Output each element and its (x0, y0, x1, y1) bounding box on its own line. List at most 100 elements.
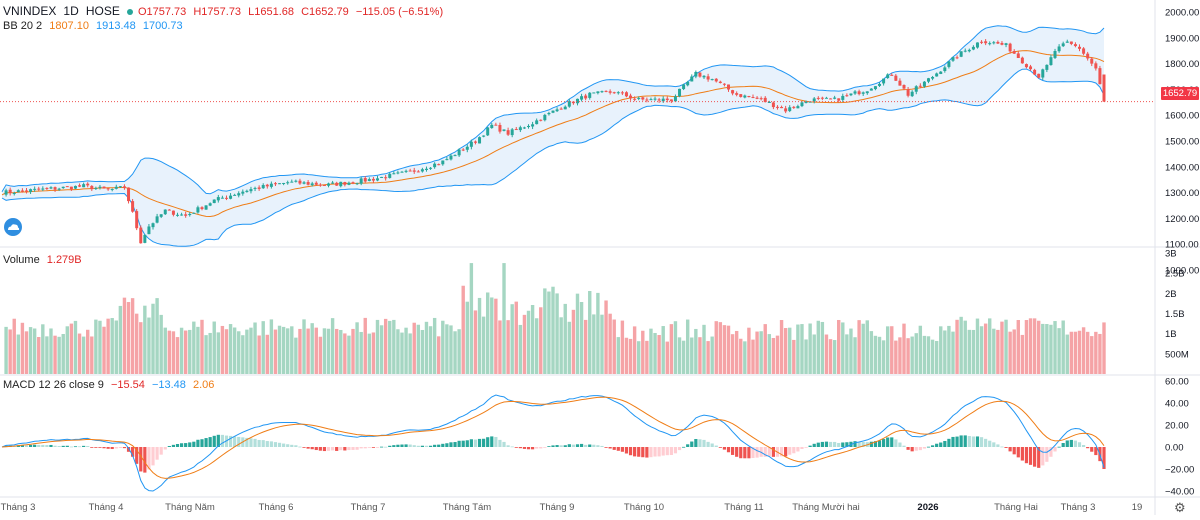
volume-legend[interactable]: Volume 1.279B (3, 254, 86, 266)
volume-bar (657, 335, 661, 374)
macd-histogram-bar (94, 447, 98, 448)
macd-histogram-bar (433, 444, 437, 447)
macd-histogram-bar (192, 441, 196, 447)
volume-bar (1094, 331, 1098, 374)
volume-bar (481, 316, 486, 374)
candle-body (1053, 50, 1057, 58)
close-value: C1652.79 (301, 6, 349, 18)
candle-body (890, 74, 894, 76)
macd-legend[interactable]: MACD 12 26 close 9 −15.54 −13.48 2.06 (3, 379, 218, 391)
volume-bar (1085, 331, 1090, 374)
bb-legend[interactable]: BB 20 2 1807.10 1913.48 1700.73 (3, 20, 187, 32)
volume-bar (477, 297, 482, 374)
volume-bar (273, 329, 278, 374)
macd-histogram-bar (959, 435, 963, 447)
macd-histogram-bar (559, 445, 563, 447)
macd-histogram-bar (233, 436, 237, 447)
candle-body (992, 42, 996, 44)
bb-basis-value: 1807.10 (49, 20, 89, 32)
macd-histogram-bar (253, 438, 257, 447)
candle-body (767, 101, 771, 103)
macd-histogram-bar (620, 447, 624, 452)
candle-body (824, 97, 828, 99)
time-axis-label: Tháng 6 (259, 502, 294, 513)
volume-bar (118, 305, 123, 374)
volume-bar (934, 340, 939, 374)
volume-bar (20, 322, 25, 374)
candle-body (16, 190, 20, 193)
candle-body (135, 211, 139, 229)
volume-bar (163, 327, 167, 374)
macd-histogram-bar (735, 447, 739, 457)
candle-body (518, 127, 522, 131)
macd-histogram-bar (37, 444, 41, 447)
bb-label[interactable]: BB 20 2 (3, 20, 43, 32)
macd-histogram-bar (322, 447, 327, 452)
candle-body (702, 75, 706, 78)
open-value: O1757.73 (137, 6, 187, 18)
macd-histogram-bar (726, 447, 731, 453)
macd-label[interactable]: MACD 12 26 close 9 (3, 379, 104, 391)
candle-body (1008, 43, 1012, 52)
candle-body (131, 201, 135, 212)
candle-body (980, 41, 984, 43)
volume-bar (816, 320, 820, 374)
cloud-logo-icon[interactable] (4, 218, 22, 236)
macd-histogram-bar (563, 445, 567, 447)
candle-body (73, 185, 77, 189)
volume-value: 1.279B (46, 254, 82, 266)
candle-body (596, 91, 600, 94)
candle-body (216, 197, 220, 201)
candle-body (486, 127, 490, 136)
volume-bar (857, 320, 861, 374)
candle-body (886, 74, 890, 79)
time-axis-label: Tháng 3 (1061, 502, 1096, 513)
volume-bar (600, 314, 604, 374)
volume-bar (490, 297, 494, 374)
volume-axis-label: 1B (1165, 329, 1177, 340)
volume-bar (143, 305, 147, 374)
volume-bar (677, 337, 682, 374)
volume-bar (392, 319, 396, 374)
macd-histogram-bar (347, 447, 351, 451)
price-axis-label: 1200.00 (1165, 214, 1199, 225)
interval-label[interactable]: 1D (63, 4, 79, 18)
macd-histogram-bar (228, 435, 233, 447)
volume-bar (800, 324, 804, 374)
candle-body (898, 80, 902, 86)
main-legend: VNINDEX 1D HOSE O1757.73 H1757.73 L1651.… (3, 4, 447, 18)
volume-bar (245, 329, 249, 374)
macd-histogram-bar (220, 434, 224, 447)
macd-histogram-bar (420, 445, 424, 447)
macd-histogram-bar (453, 442, 457, 447)
volume-bar (65, 326, 70, 374)
gear-icon[interactable]: ⚙ (1174, 500, 1186, 515)
macd-histogram-bar (282, 443, 286, 447)
time-axis-label: Tháng 3 (1, 502, 36, 513)
volume-bar (661, 326, 665, 374)
candle-body (690, 76, 694, 82)
candle-body (212, 199, 216, 204)
macd-histogram-bar (596, 445, 600, 447)
volume-axis-label: 1.5B (1165, 309, 1185, 320)
volume-bar (865, 320, 869, 374)
symbol-label[interactable]: VNINDEX (3, 4, 57, 18)
volume-bar (812, 334, 816, 374)
volume-bar (318, 336, 323, 374)
macd-histogram-bar (388, 445, 392, 447)
time-axis-label: Tháng Hai (994, 502, 1038, 513)
candle-body (808, 101, 812, 103)
macd-histogram-bar (963, 435, 967, 447)
macd-histogram-bar (437, 444, 441, 447)
volume-label[interactable]: Volume (3, 254, 40, 266)
candle-body (673, 96, 677, 102)
macd-histogram-bar (355, 447, 359, 450)
volume-bar (420, 329, 425, 374)
macd-histogram-bar (486, 437, 490, 447)
candle-body (747, 95, 751, 98)
main-pane (1, 25, 1106, 247)
volume-bar (649, 328, 653, 374)
volume-bar (841, 322, 845, 374)
